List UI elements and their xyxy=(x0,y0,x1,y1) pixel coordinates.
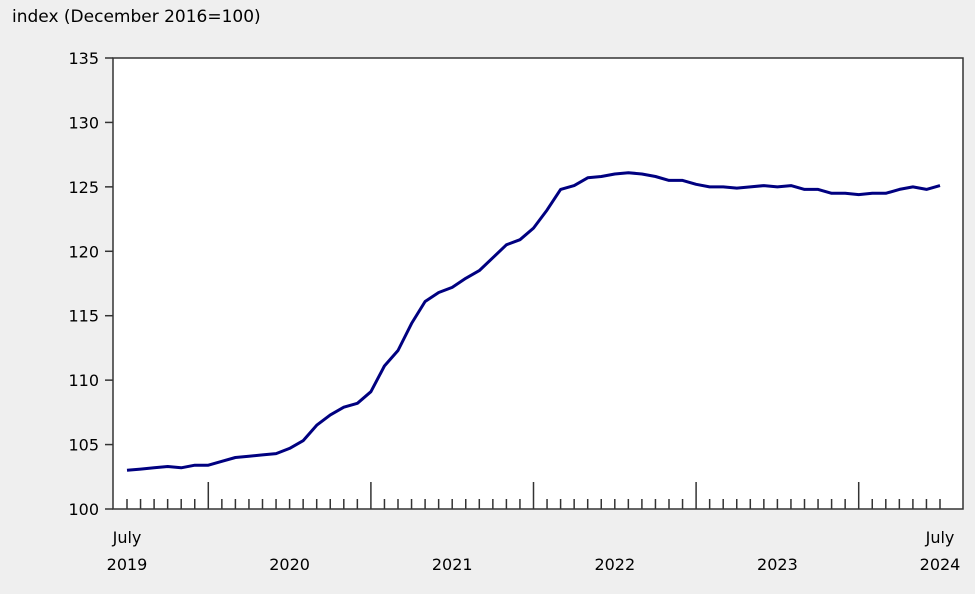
y-tick-label: 120 xyxy=(68,242,99,261)
y-tick-label: 125 xyxy=(68,178,99,197)
x-tick-label-year: 2019 xyxy=(107,555,148,574)
y-axis-label: index (December 2016=100) xyxy=(12,7,261,27)
x-tick-label-year: 2023 xyxy=(757,555,798,574)
y-tick-label: 130 xyxy=(68,113,99,132)
y-tick-label: 115 xyxy=(68,307,99,326)
x-tick-label-month: July xyxy=(925,528,955,547)
y-tick-label: 100 xyxy=(68,500,99,519)
x-tick-label-year: 2022 xyxy=(594,555,635,574)
x-tick-label-year: 2021 xyxy=(432,555,473,574)
x-tick-label-year: 2020 xyxy=(269,555,310,574)
plot-area xyxy=(112,57,964,510)
y-tick-label: 135 xyxy=(68,49,99,68)
series-line xyxy=(126,171,941,472)
y-tick-label: 110 xyxy=(68,371,99,390)
x-tick-label-year: 2024 xyxy=(920,555,961,574)
x-tick-label-month: July xyxy=(112,528,142,547)
y-tick-label: 105 xyxy=(68,436,99,455)
